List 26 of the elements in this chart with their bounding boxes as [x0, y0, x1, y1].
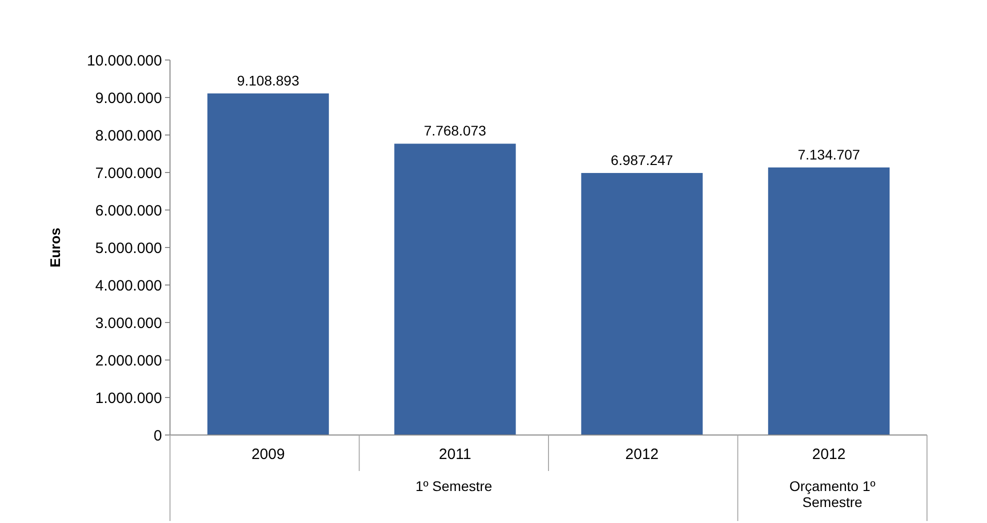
y-tick-label: 8.000.000	[95, 127, 162, 144]
y-tick-label: 9.000.000	[95, 90, 162, 107]
bar	[581, 172, 703, 435]
y-axis-title: Euros	[47, 227, 63, 268]
y-tick-label: 2.000.000	[95, 352, 162, 370]
y-tick-label: 5.000.000	[95, 240, 162, 257]
y-tick-label: 3.000.000	[95, 314, 162, 332]
data-label: 9.108.893	[236, 72, 300, 88]
data-label: 6.987.247	[610, 152, 674, 168]
data-label: 7.134.707	[798, 146, 860, 162]
text: Orçamento 1º Semestre	[789, 478, 876, 510]
x-tick-label: 2012	[625, 446, 659, 463]
data-label: 7.768.073	[424, 122, 486, 139]
x-tick-label: 2011	[438, 446, 472, 463]
y-tick-label: 4.000.000	[95, 277, 162, 294]
bar	[207, 93, 329, 435]
x-tick-label: 2012	[812, 446, 846, 463]
text: 1º Semestre	[416, 478, 492, 494]
y-tick-label: 1.000.000	[95, 390, 162, 407]
y-tick-label: 7.000.000	[95, 164, 162, 182]
bar	[768, 167, 890, 435]
y-tick-label: 0	[154, 427, 162, 444]
bar	[394, 144, 516, 435]
x-tick-label: 2009	[251, 446, 285, 463]
y-tick-label: 10.000.000	[86, 52, 162, 70]
y-tick-label: 6.000.000	[95, 202, 162, 220]
